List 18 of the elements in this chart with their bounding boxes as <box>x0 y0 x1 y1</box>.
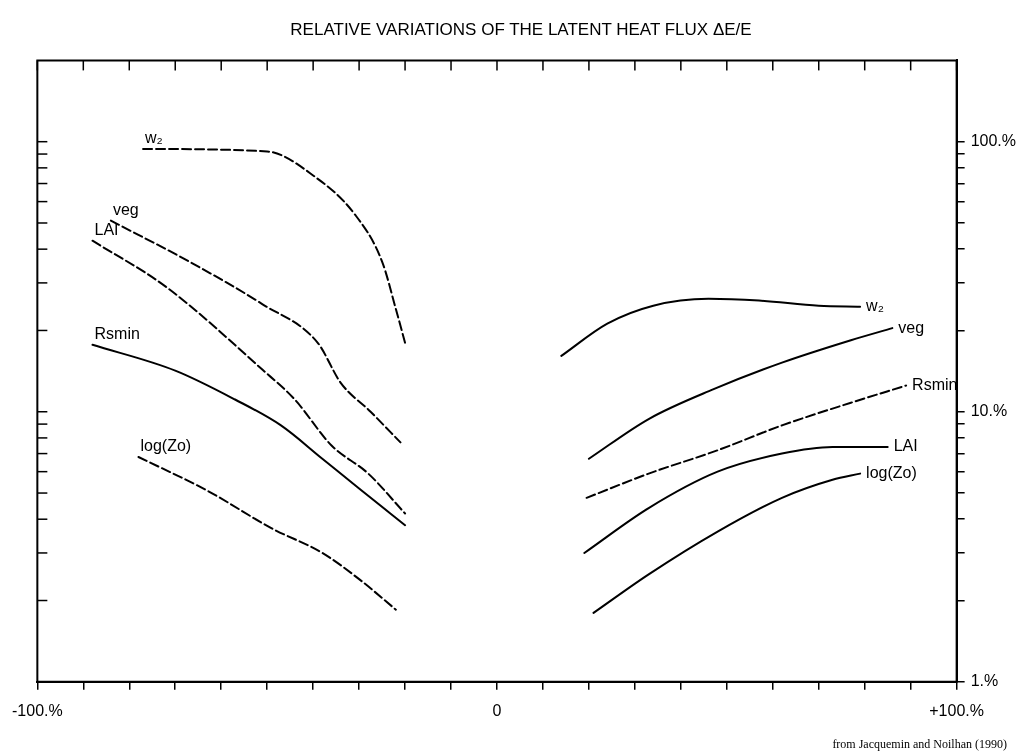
series-label: veg <box>898 318 925 336</box>
series-label: LAI <box>893 437 918 455</box>
series-label: log(Zo) <box>140 437 192 455</box>
x-tick-label: -100.% <box>12 701 63 719</box>
x-tick-label: +100.% <box>929 701 984 719</box>
series-label: log(Zo) <box>866 464 917 482</box>
series-label: w₂ <box>144 129 163 147</box>
x-tick-label: 0 <box>492 701 502 719</box>
y-tick-label: 1.% <box>970 672 999 690</box>
series-label: w₂ <box>865 297 884 315</box>
chart-title: RELATIVE VARIATIONS OF THE LATENT HEAT FLUX ΔE/E <box>290 19 752 39</box>
text: from Jacquemin and Noilhan (1990) <box>832 737 1007 752</box>
y-tick-label: 10.% <box>970 402 1008 420</box>
series-label: veg <box>112 201 139 219</box>
series-label: Rsmin <box>94 325 140 343</box>
y-tick-label: 100.% <box>970 132 1017 150</box>
series-label: LAI <box>94 221 119 239</box>
series-label: Rsmin <box>912 375 958 393</box>
